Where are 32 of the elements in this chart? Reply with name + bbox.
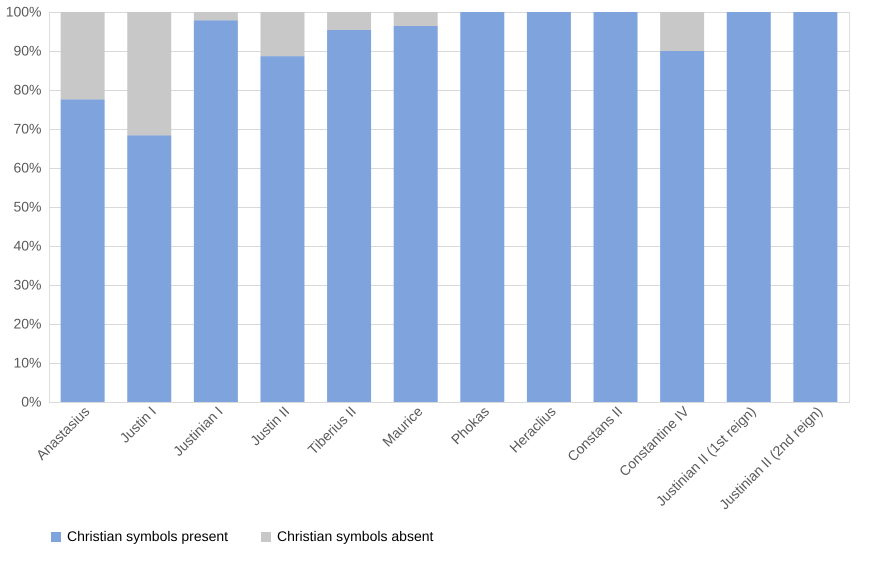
bar [260,12,304,56]
bar [394,26,438,402]
y-tick-label: 50% [13,198,42,214]
bar [327,30,372,402]
legend-label: Christian symbols present [67,528,228,544]
y-tick-label: 100% [6,4,42,20]
y-tick-label: 60% [13,160,42,176]
y-tick-label: 0% [21,394,42,410]
bar [60,12,105,100]
bar [594,12,638,402]
y-tick-label: 80% [13,82,42,98]
bar [526,12,571,402]
bar [394,12,438,26]
y-tick-label: 30% [13,276,42,292]
bar [60,99,105,402]
y-tick-label: 40% [13,238,42,254]
bar [194,12,238,20]
y-tick-label: 10% [13,354,42,370]
bar [460,12,504,402]
y-tick-label: 90% [13,42,42,58]
bar [327,12,372,30]
y-tick-label: 70% [13,120,42,136]
bar [127,12,172,136]
bar [127,135,172,402]
bar [660,12,704,51]
bar [660,51,704,402]
y-tick-label: 20% [13,316,42,332]
bar [260,56,304,402]
legend-label: Christian symbols absent [277,528,434,544]
bar [793,12,838,402]
bar [726,12,771,402]
bar [194,20,238,402]
